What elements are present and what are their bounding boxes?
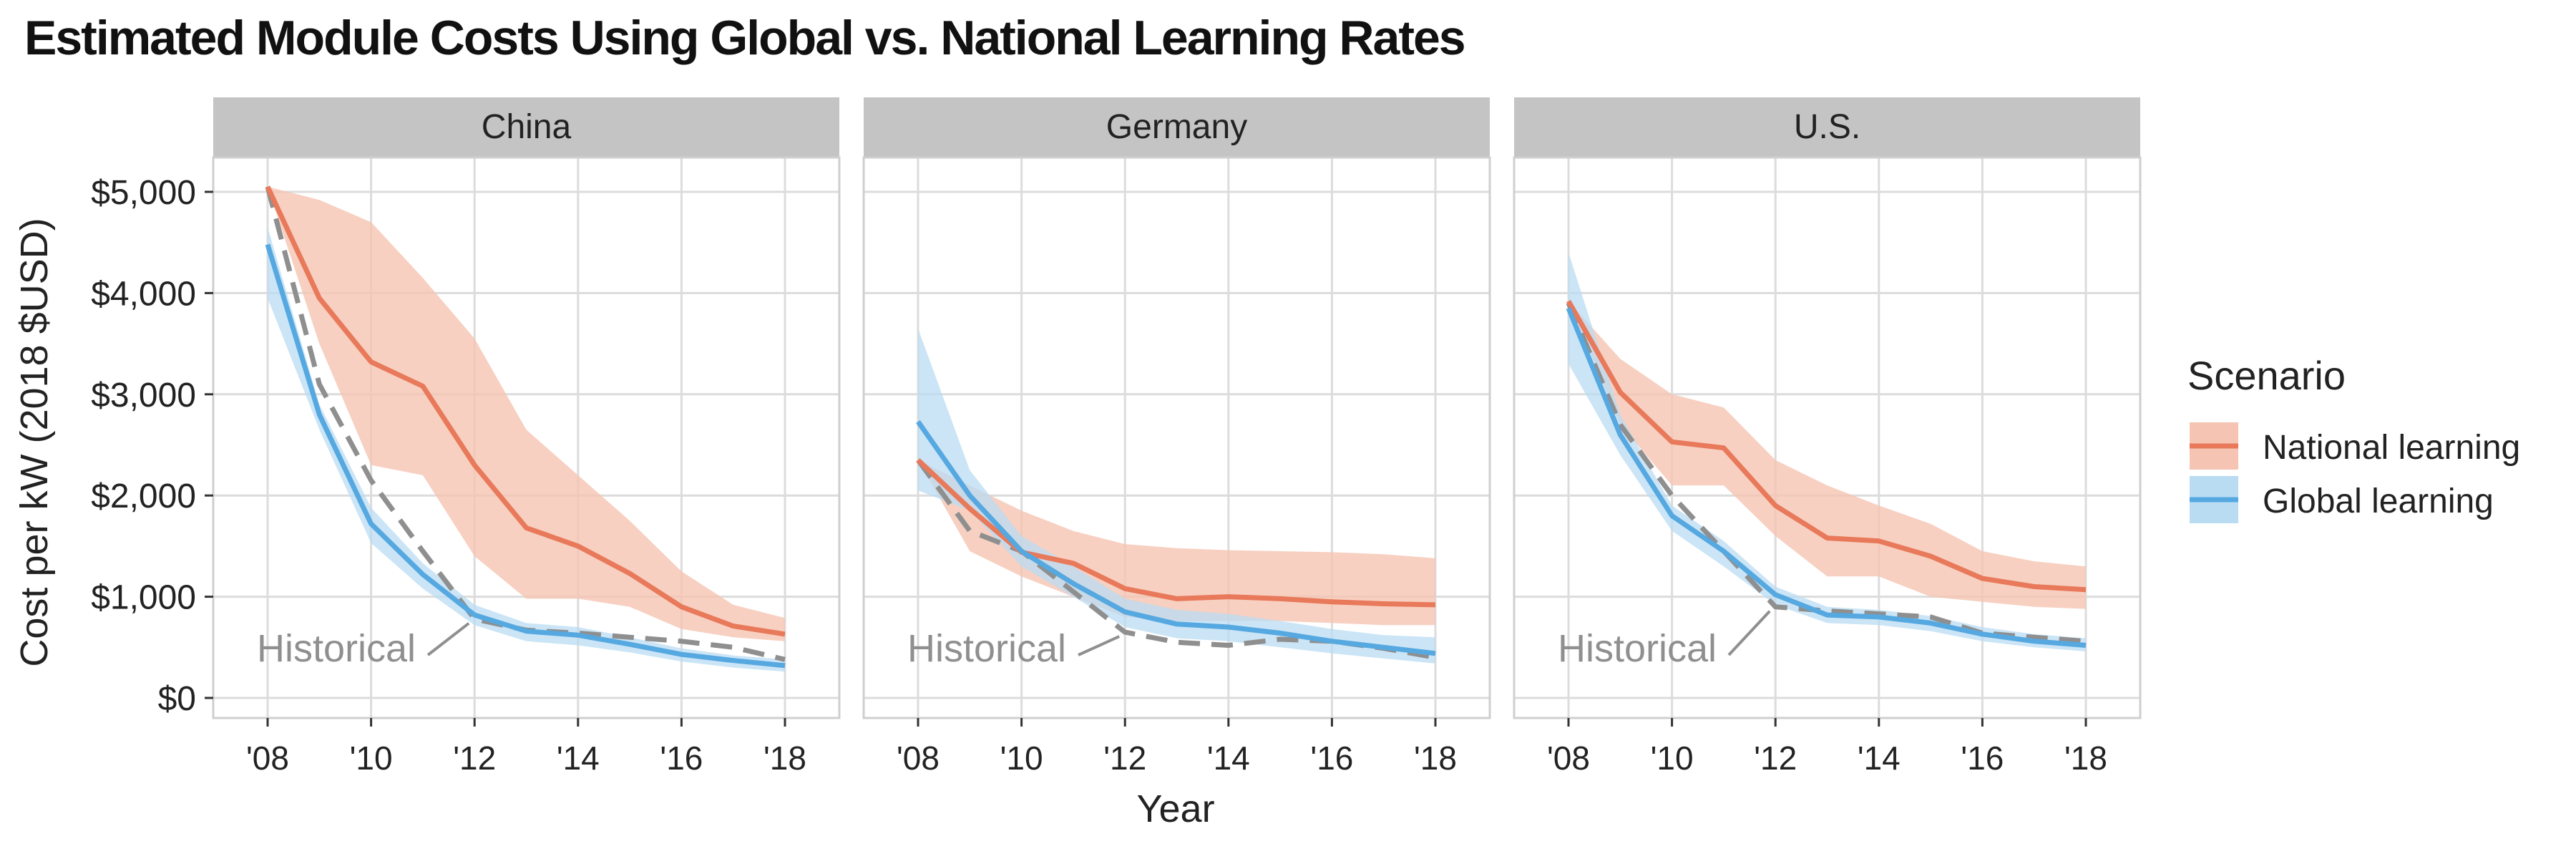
panel-border: [862, 156, 1491, 719]
national-line: [916, 458, 1436, 608]
y-axis-title: Cost per kW (2018 $USD): [13, 218, 56, 666]
x-tick-label: '14: [1207, 739, 1250, 777]
y-tick-label: $5,000: [91, 174, 196, 212]
global-band: [918, 328, 1435, 664]
facet-label-germany: Germany: [1106, 108, 1247, 146]
x-tick-label: '12: [1103, 739, 1146, 777]
y-tick-label: $1,000: [91, 579, 196, 617]
x-tick-label: '08: [246, 739, 289, 777]
x-tick-label: '08: [1547, 739, 1590, 777]
national-band: [918, 460, 1435, 626]
facet-label-us: U.S.: [1794, 108, 1860, 146]
x-tick-label: '10: [1000, 739, 1043, 777]
global-line: [265, 243, 786, 669]
global-line: [916, 419, 1436, 656]
historical-annotation-label: Historical: [257, 627, 416, 670]
historical-annotation-label: Historical: [907, 627, 1066, 670]
facet-strip-us: [1514, 97, 2140, 157]
chart-title: Estimated Module Costs Using Global vs. …: [24, 11, 1466, 65]
panel-border: [212, 156, 841, 719]
facet-label-china: China: [482, 108, 572, 146]
national-line: [1566, 299, 2087, 593]
y-tick-label: $4,000: [91, 275, 196, 313]
panels: China Historical '08 '10 '12 '14 '16 '18 $0 $1,00…: [91, 97, 2142, 777]
x-tick-label: '18: [763, 739, 806, 777]
panel-border: [1513, 156, 2142, 719]
y-tick-label: $2,000: [91, 477, 196, 515]
panel-germany: Germany Historical '08 '10 '12 '14 '16 '18: [862, 97, 1491, 777]
x-tick-label: '16: [660, 739, 703, 777]
y-tick-label: $3,000: [91, 377, 196, 414]
historical-annotation-label: Historical: [1558, 627, 1717, 670]
x-tick-label: '12: [453, 739, 496, 777]
x-tick-label: '14: [557, 739, 600, 777]
facet-strip-china: [213, 97, 839, 157]
historical-annotation-pointer: [1078, 635, 1121, 656]
x-axis-title: Year: [1136, 787, 1214, 830]
national-band: [1568, 301, 2086, 609]
panel-china: China Historical '08 '10 '12 '14 '16 '18 $0 $1,00…: [91, 97, 841, 777]
x-tick-label: '10: [350, 739, 393, 777]
x-tick-label: '10: [1651, 739, 1694, 777]
global-line: [1566, 307, 2087, 648]
legend-label-global: Global learning: [2263, 482, 2494, 520]
historical-annotation-pointer: [426, 622, 470, 656]
x-tick-label: '18: [2064, 739, 2107, 777]
x-tick-label: '14: [1858, 739, 1901, 777]
x-tick-label: '16: [1961, 739, 2004, 777]
y-tick-label: $0: [158, 680, 196, 718]
legend-label-national: National learning: [2263, 429, 2520, 467]
national-line: [265, 185, 786, 637]
x-tick-label: '16: [1310, 739, 1353, 777]
legend-title: Scenario: [2187, 353, 2346, 398]
legend: Scenario National learning Global learni…: [2187, 353, 2520, 523]
panel-us: U.S. Historical '08 '10 '12 '14 '16 '18: [1513, 97, 2142, 777]
global-band: [268, 227, 785, 672]
x-tick-label: '12: [1754, 739, 1797, 777]
historical-annotation-pointer: [1727, 610, 1771, 656]
x-tick-label: '18: [1414, 739, 1457, 777]
facet-strip-germany: [864, 97, 1490, 157]
national-band: [268, 186, 785, 641]
x-tick-label: '08: [897, 739, 940, 777]
